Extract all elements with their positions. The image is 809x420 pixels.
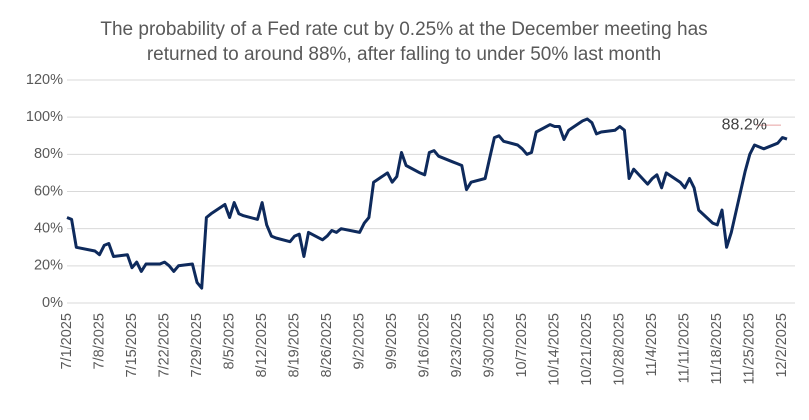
y-tick-label: 60% (34, 183, 63, 199)
x-tick-label: 9/16/2025 (417, 313, 433, 378)
x-tick-label: 10/7/2025 (514, 313, 530, 378)
y-tick-label: 0% (42, 295, 63, 311)
x-tick-label: 11/25/2025 (742, 313, 758, 385)
y-tick-label: 120% (26, 72, 63, 88)
x-tick-label: 7/8/2025 (91, 313, 107, 369)
x-tick-label: 10/14/2025 (547, 313, 563, 386)
x-tick-label: 7/29/2025 (189, 313, 205, 378)
x-tick-label: 9/2/2025 (351, 313, 367, 369)
y-tick-label: 80% (34, 146, 63, 162)
y-tick-label: 100% (26, 109, 63, 125)
x-tick-label: 7/22/2025 (156, 313, 172, 378)
chart-title: The probability of a Fed rate cut by 0.2… (100, 19, 707, 40)
x-tick-label: 7/15/2025 (124, 313, 140, 378)
x-tick-label: 8/19/2025 (286, 313, 302, 378)
x-tick-label: 11/11/2025 (677, 313, 693, 383)
y-tick-label: 40% (34, 220, 63, 236)
line (66, 117, 788, 290)
x-tick-label: 9/23/2025 (449, 313, 465, 378)
x-tick-label: 8/5/2025 (221, 313, 237, 369)
x-tick-label: 7/1/2025 (59, 313, 75, 369)
x-tick-label: 8/26/2025 (319, 313, 335, 378)
x-tick-label: 9/30/2025 (482, 313, 498, 378)
data-label: 88.2% (722, 116, 767, 133)
x-tick-label: 10/21/2025 (579, 313, 595, 386)
x-tick-label: 10/28/2025 (612, 313, 628, 386)
chart-title: returned to around 88%, after falling to… (147, 44, 661, 65)
x-tick-label: 12/2/2025 (774, 313, 790, 378)
x-tick-label: 11/18/2025 (709, 313, 725, 385)
x-tick-label: 9/9/2025 (384, 313, 400, 369)
x-tick-label: 11/4/2025 (644, 313, 660, 376)
x-tick-label: 8/12/2025 (254, 313, 270, 378)
y-tick-label: 20% (34, 258, 63, 274)
